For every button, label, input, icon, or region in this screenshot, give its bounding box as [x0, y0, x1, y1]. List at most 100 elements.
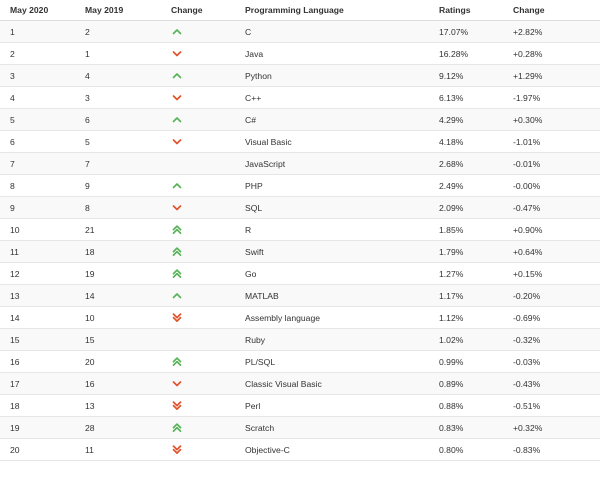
chevron-down-icon [172, 50, 182, 56]
header-row: May 2020 May 2019 Change Programming Lan… [0, 0, 600, 21]
table-row: 15 15 Ruby 1.02% -0.32% [0, 328, 600, 351]
trend-cell [161, 42, 235, 65]
table-row: 3 4 Python 9.12% +1.29% [0, 64, 600, 87]
change-cell: -1.01% [503, 130, 600, 153]
table-row: 5 6 C# 4.29% +0.30% [0, 108, 600, 131]
double-chevron-up-icon [172, 356, 182, 366]
trend-cell [161, 372, 235, 395]
change-cell: -0.01% [503, 152, 600, 175]
rating-cell: 2.09% [429, 196, 503, 219]
rating-cell: 4.29% [429, 108, 503, 131]
rank-2020-cell: 17 [0, 372, 75, 395]
change-cell: -0.69% [503, 306, 600, 329]
rating-cell: 0.83% [429, 416, 503, 439]
rank-2020-cell: 4 [0, 86, 75, 109]
language-cell: Scratch [235, 416, 429, 439]
rank-2020-cell: 1 [0, 20, 75, 43]
language-cell: Java [235, 42, 429, 65]
header-ratings: Ratings [429, 0, 503, 21]
trend-cell [161, 152, 235, 175]
rank-2019-cell: 9 [75, 174, 161, 197]
rank-2020-cell: 16 [0, 350, 75, 373]
rank-2020-cell: 10 [0, 218, 75, 241]
rating-cell: 1.12% [429, 306, 503, 329]
double-chevron-up-icon [172, 246, 182, 256]
rating-cell: 1.85% [429, 218, 503, 241]
change-cell: +0.90% [503, 218, 600, 241]
rank-2019-cell: 19 [75, 262, 161, 285]
language-cell: PL/SQL [235, 350, 429, 373]
table-row: 9 8 SQL 2.09% -0.47% [0, 196, 600, 219]
header-change-trend: Change [161, 0, 235, 21]
rank-2019-cell: 5 [75, 130, 161, 153]
change-cell: -0.03% [503, 350, 600, 373]
chevron-up-icon [172, 182, 182, 188]
trend-cell [161, 328, 235, 351]
rating-cell: 6.13% [429, 86, 503, 109]
trend-cell [161, 108, 235, 131]
language-cell: PHP [235, 174, 429, 197]
rating-cell: 17.07% [429, 20, 503, 43]
rank-2019-cell: 13 [75, 394, 161, 417]
table-row: 8 9 PHP 2.49% -0.00% [0, 174, 600, 197]
trend-cell [161, 174, 235, 197]
rank-2020-cell: 18 [0, 394, 75, 417]
table-row: 12 19 Go 1.27% +0.15% [0, 262, 600, 285]
trend-cell [161, 86, 235, 109]
change-cell: -1.97% [503, 86, 600, 109]
table-row: 16 20 PL/SQL 0.99% -0.03% [0, 350, 600, 373]
chevron-down-icon [172, 138, 182, 144]
rank-2020-cell: 3 [0, 64, 75, 87]
table-row: 13 14 MATLAB 1.17% -0.20% [0, 284, 600, 307]
rating-cell: 16.28% [429, 42, 503, 65]
trend-cell [161, 218, 235, 241]
double-chevron-down-icon [172, 312, 182, 322]
double-chevron-up-icon [172, 422, 182, 432]
table-row: 2 1 Java 16.28% +0.28% [0, 42, 600, 65]
double-chevron-down-icon [172, 444, 182, 454]
language-cell: C++ [235, 86, 429, 109]
change-cell: -0.51% [503, 394, 600, 417]
rank-2020-cell: 19 [0, 416, 75, 439]
rating-cell: 2.68% [429, 152, 503, 175]
table-row: 7 7 JavaScript 2.68% -0.01% [0, 152, 600, 175]
rank-2019-cell: 21 [75, 218, 161, 241]
trend-cell [161, 394, 235, 417]
rating-cell: 0.80% [429, 438, 503, 461]
rank-2019-cell: 6 [75, 108, 161, 131]
rank-2020-cell: 12 [0, 262, 75, 285]
trend-cell [161, 262, 235, 285]
rank-2020-cell: 20 [0, 438, 75, 461]
table-row: 18 13 Perl 0.88% -0.51% [0, 394, 600, 417]
table-row: 14 10 Assembly language 1.12% -0.69% [0, 306, 600, 329]
rating-cell: 9.12% [429, 64, 503, 87]
header-programming-language: Programming Language [235, 0, 429, 21]
rank-2019-cell: 8 [75, 196, 161, 219]
rating-cell: 1.17% [429, 284, 503, 307]
table-row: 6 5 Visual Basic 4.18% -1.01% [0, 130, 600, 153]
language-cell: C [235, 20, 429, 43]
trend-cell [161, 416, 235, 439]
rank-2020-cell: 13 [0, 284, 75, 307]
language-cell: Ruby [235, 328, 429, 351]
language-cell: JavaScript [235, 152, 429, 175]
rating-cell: 0.89% [429, 372, 503, 395]
change-cell: +0.28% [503, 42, 600, 65]
rank-2020-cell: 15 [0, 328, 75, 351]
rank-2019-cell: 11 [75, 438, 161, 461]
change-cell: +0.32% [503, 416, 600, 439]
chevron-down-icon [172, 94, 182, 100]
change-cell: +2.82% [503, 20, 600, 43]
rank-2020-cell: 14 [0, 306, 75, 329]
language-cell: Visual Basic [235, 130, 429, 153]
chevron-up-icon [172, 116, 182, 122]
rank-2019-cell: 1 [75, 42, 161, 65]
chevron-down-icon [172, 204, 182, 210]
change-cell: +0.30% [503, 108, 600, 131]
rank-2019-cell: 16 [75, 372, 161, 395]
table-row: 11 18 Swift 1.79% +0.64% [0, 240, 600, 263]
rating-cell: 1.79% [429, 240, 503, 263]
rating-cell: 1.27% [429, 262, 503, 285]
rank-2019-cell: 28 [75, 416, 161, 439]
language-cell: Assembly language [235, 306, 429, 329]
